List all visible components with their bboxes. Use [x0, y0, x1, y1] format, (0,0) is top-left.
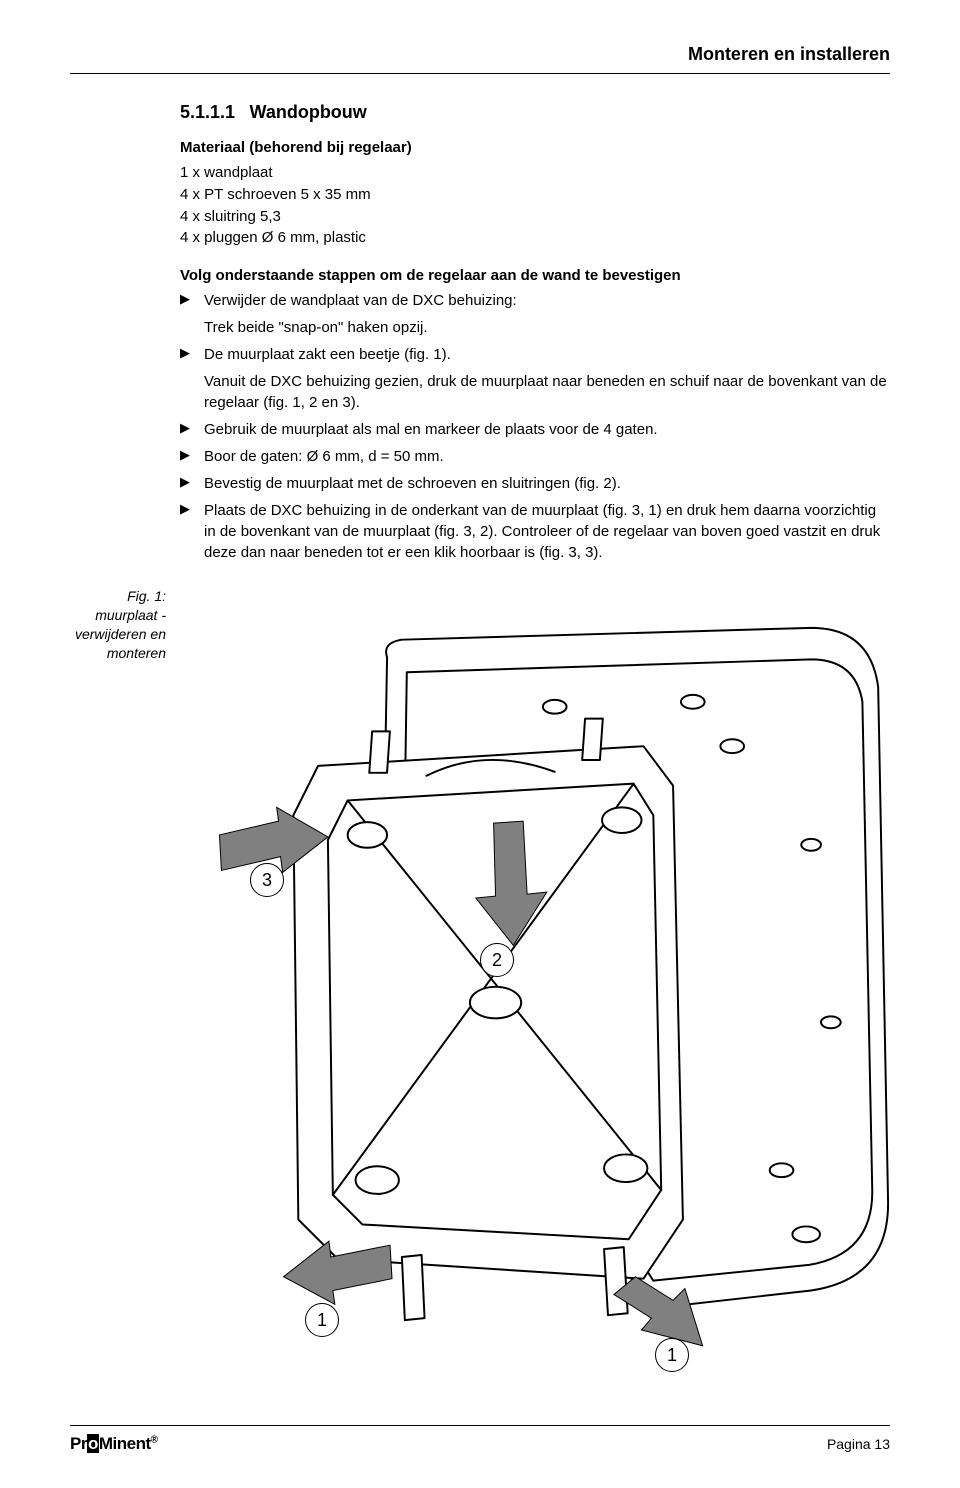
- figure-caption-line: muurplaat -: [70, 606, 166, 625]
- callout-1b: 1: [655, 1338, 689, 1372]
- figure-caption-line: verwijderen en: [70, 625, 166, 644]
- step-text: Bevestig de muurplaat met de schroeven e…: [204, 473, 890, 494]
- triangle-bullet-icon: ▶: [180, 290, 204, 311]
- page-number: Pagina 13: [827, 1436, 890, 1452]
- instructions-heading: Volg onderstaande stappen om de regelaar…: [180, 267, 890, 284]
- figure-caption: Fig. 1: muurplaat - verwijderen en monte…: [70, 583, 180, 1363]
- material-item: 4 x pluggen Ø 6 mm, plastic: [180, 227, 890, 249]
- step-subtext: Trek beide "snap-on" haken opzij.: [204, 317, 890, 338]
- section-heading: 5.1.1.1 Wandopbouw: [180, 102, 890, 123]
- triangle-bullet-icon: ▶: [180, 446, 204, 467]
- callout-1a: 1: [305, 1303, 339, 1337]
- step-text: Verwijder de wandplaat van de DXC behuiz…: [204, 290, 890, 311]
- material-item: 1 x wandplaat: [180, 162, 890, 184]
- steps-list: ▶ De muurplaat zakt een beetje (fig. 1).: [180, 344, 890, 365]
- section-title: Wandopbouw: [250, 102, 367, 123]
- step-text: De muurplaat zakt een beetje (fig. 1).: [204, 344, 890, 365]
- step-text: Gebruik de muurplaat als mal en markeer …: [204, 419, 890, 440]
- triangle-bullet-icon: ▶: [180, 419, 204, 440]
- step-text: Plaats de DXC behuizing in de onderkant …: [204, 500, 890, 563]
- step-item: ▶ Bevestig de muurplaat met de schroeven…: [180, 473, 890, 494]
- logo-text-mid: o: [87, 1434, 99, 1453]
- brand-logo: ProMinent®: [70, 1434, 158, 1454]
- registered-icon: ®: [151, 1434, 158, 1445]
- step-item: ▶ Gebruik de muurplaat als mal en markee…: [180, 419, 890, 440]
- steps-list: ▶ Verwijder de wandplaat van de DXC behu…: [180, 290, 890, 311]
- triangle-bullet-icon: ▶: [180, 500, 204, 563]
- material-heading: Materiaal (behorend bij regelaar): [180, 139, 890, 156]
- triangle-bullet-icon: ▶: [180, 473, 204, 494]
- logo-text-pre: Pr: [70, 1434, 87, 1453]
- figure-illustration: 3 2 1 1: [180, 583, 890, 1363]
- step-subtext: Vanuit de DXC behuizing gezien, druk de …: [204, 371, 890, 413]
- device-diagram-svg: [180, 583, 890, 1363]
- step-item: ▶ De muurplaat zakt een beetje (fig. 1).: [180, 344, 890, 365]
- step-item: ▶ Plaats de DXC behuizing in de onderkan…: [180, 500, 890, 563]
- step-item: ▶ Boor de gaten: Ø 6 mm, d = 50 mm.: [180, 446, 890, 467]
- material-item: 4 x PT schroeven 5 x 35 mm: [180, 184, 890, 206]
- callout-3: 3: [250, 863, 284, 897]
- step-item: ▶ Verwijder de wandplaat van de DXC behu…: [180, 290, 890, 311]
- section-number: 5.1.1.1: [180, 102, 235, 123]
- figure-caption-line: Fig. 1:: [70, 587, 166, 606]
- steps-list: ▶ Gebruik de muurplaat als mal en markee…: [180, 419, 890, 563]
- material-item: 4 x sluitring 5,3: [180, 206, 890, 228]
- step-text: Boor de gaten: Ø 6 mm, d = 50 mm.: [204, 446, 890, 467]
- material-list: 1 x wandplaat 4 x PT schroeven 5 x 35 mm…: [180, 162, 890, 249]
- callout-2: 2: [480, 943, 514, 977]
- logo-text-post: Minent: [99, 1434, 151, 1453]
- triangle-bullet-icon: ▶: [180, 344, 204, 365]
- figure-caption-line: monteren: [70, 644, 166, 663]
- page-header-title: Monteren en installeren: [70, 44, 890, 74]
- page-footer: ProMinent® Pagina 13: [70, 1425, 890, 1454]
